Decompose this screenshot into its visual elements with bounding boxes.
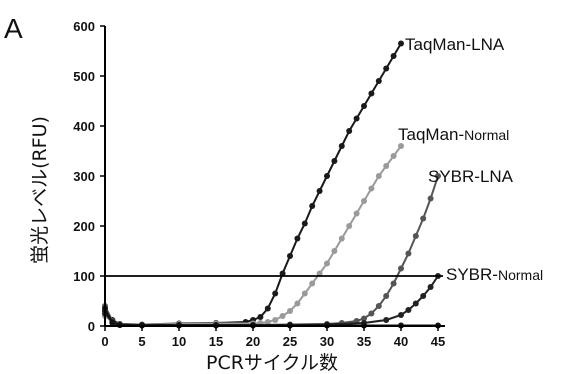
data-point [279,270,286,277]
data-point [316,188,323,194]
data-point [375,173,382,179]
series-label-main: TaqMan- [398,125,464,144]
data-point [346,223,353,229]
y-tick-label: 0 [88,319,95,334]
data-point [353,210,360,217]
data-point [412,233,419,239]
series-label-sub: Normal [498,267,543,283]
y-axis-ticks: 0 100 200 300 400 500 600 [73,19,105,334]
data-point [324,260,330,267]
data-point [338,143,345,149]
x-tick-label: 0 [101,334,108,349]
x-axis-ticks: 0 5 10 15 20 25 30 35 40 45 [101,326,445,349]
data-point [361,315,367,322]
data-point [301,220,308,227]
series-label: SYBR-LNA [428,167,514,186]
series-label: TaqMan-Normal [398,125,509,144]
series-0 [102,40,404,328]
y-tick-label: 200 [73,219,95,234]
data-point [435,173,441,179]
series-line [104,42,402,326]
series-label: SYBR-Normal [446,265,543,284]
data-point [279,313,286,319]
data-point [405,307,412,313]
data-point [346,128,353,134]
x-tick-label: 40 [394,334,408,349]
data-point [272,317,279,323]
data-point [316,270,323,277]
data-point [398,40,404,47]
series-1 [102,143,404,328]
x-tick-label: 15 [209,334,223,349]
data-point [301,290,308,297]
data-point [375,78,382,84]
data-point [331,248,338,254]
series-2 [102,173,441,328]
x-tick-label: 10 [172,334,186,349]
data-point [420,293,427,299]
data-point [420,215,427,222]
data-point [390,53,397,59]
series-labels: TaqMan-LNATaqMan-NormalSYBR-LNASYBR-Norm… [398,35,543,284]
data-point [398,143,404,149]
data-point [375,303,382,309]
y-tick-label: 400 [73,119,95,134]
y-axis-title: 蛍光レベル(RFU) [29,116,51,264]
data-point [390,280,397,287]
data-point [368,90,375,97]
data-point [383,317,390,323]
x-tick-label: 5 [138,334,145,349]
data-point [287,308,293,314]
data-point [309,280,316,287]
panel-label: A [4,13,23,44]
data-point [405,250,412,257]
series-label-main: TaqMan-LNA [405,35,505,54]
data-point [398,312,404,318]
data-point [109,320,116,326]
y-tick-label: 600 [73,19,95,34]
data-point [383,293,390,299]
data-point [427,284,434,290]
data-point [412,300,419,307]
x-tick-label: 25 [283,334,297,349]
x-tick-label: 45 [431,334,445,349]
data-point [361,103,367,109]
series-label-sub: Normal [464,127,509,143]
y-tick-label: 100 [73,269,95,284]
data-point [294,235,301,242]
data-point [368,310,375,317]
data-point [331,158,338,164]
y-tick-label: 300 [73,169,95,184]
data-point [361,198,367,204]
data-point [257,314,264,320]
y-tick-label: 500 [73,69,95,84]
data-point [309,203,316,209]
plot-area [102,40,443,329]
series-label: TaqMan-LNA [405,35,505,54]
data-point [368,185,375,192]
x-axis-title: PCRサイクル数 [206,352,338,374]
data-point [398,265,404,272]
data-point [383,163,390,169]
series-label-main: SYBR- [446,265,498,284]
data-point [353,115,360,122]
x-tick-label: 35 [357,334,371,349]
data-point [272,290,279,297]
data-point [294,300,301,307]
x-tick-label: 20 [246,334,260,349]
x-tick-label: 30 [320,334,334,349]
data-point [264,305,271,312]
data-point [264,319,271,325]
series-line [104,145,402,326]
series-line [104,308,438,327]
series-label-main: SYBR-LNA [428,167,514,186]
data-point [287,253,293,259]
data-point [383,65,390,72]
data-point [427,195,434,202]
data-point [338,235,345,242]
data-point [324,173,330,179]
data-point [390,153,397,159]
